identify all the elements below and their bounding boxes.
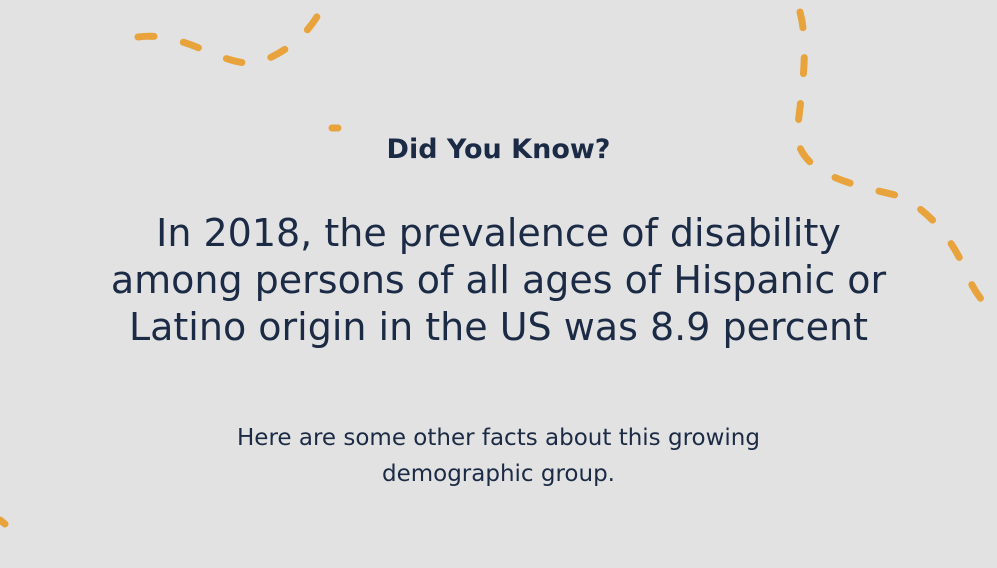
dash-fragment-bottom-left: [0, 516, 9, 528]
dashed-curve-top-left: [134, 0, 329, 67]
headline-fact: In 2018, the prevalence of disability am…: [110, 211, 887, 349]
dashed-curve-right: [793, 8, 997, 318]
subtext: Here are some other facts about this gro…: [237, 425, 760, 487]
kicker-heading: Did You Know?: [386, 134, 611, 165]
